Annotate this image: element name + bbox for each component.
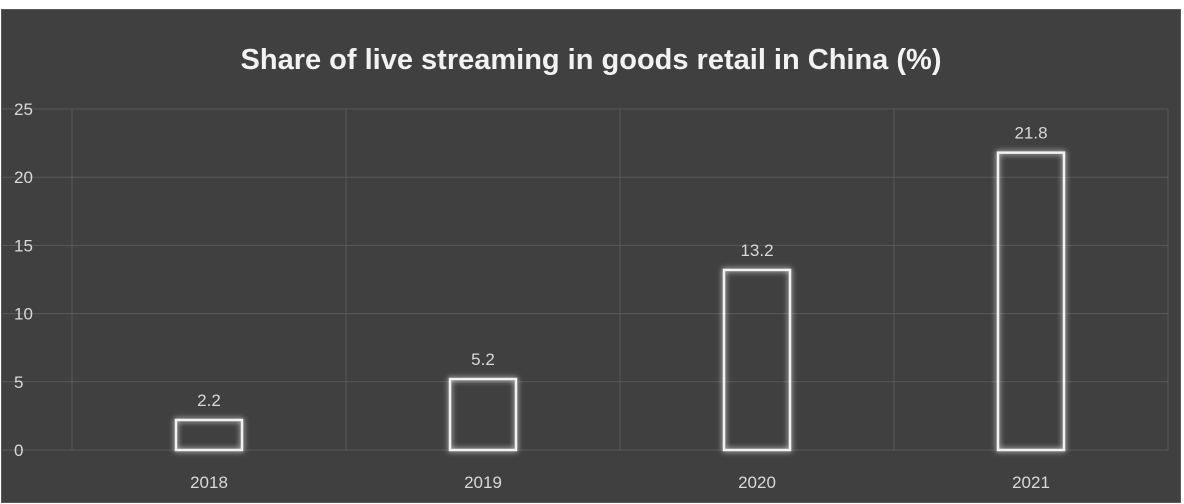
x-axis-ticks: 2018 2019 2020 2021 (190, 473, 1050, 492)
y-axis-ticks: 0 5 10 15 20 25 (14, 100, 33, 460)
x-tick-label-2020: 2020 (738, 473, 776, 492)
y-tick-label: 20 (14, 168, 33, 187)
y-tick-label: 5 (14, 373, 23, 392)
bar-2020 (722, 268, 792, 452)
bar-chart: Share of live streaming in goods retail … (2, 44, 1169, 492)
y-tick-label: 0 (14, 441, 23, 460)
gridlines (2, 108, 1169, 451)
x-tick-label-2018: 2018 (190, 473, 228, 492)
data-label-2021: 21.8 (1014, 124, 1047, 143)
data-labels: 2.2 5.2 13.2 21.8 (197, 124, 1047, 410)
bars (174, 151, 1066, 452)
chart-container: Share of live streaming in goods retail … (1, 9, 1181, 503)
y-tick-label: 15 (14, 236, 33, 255)
chart-title: Share of live streaming in goods retail … (241, 44, 942, 76)
bar-2019 (448, 377, 518, 452)
x-tick-label-2019: 2019 (464, 473, 502, 492)
bar-2021 (996, 151, 1066, 452)
data-label-2019: 5.2 (471, 350, 495, 369)
y-tick-label: 10 (14, 305, 33, 324)
data-label-2020: 13.2 (740, 241, 773, 260)
data-label-2018: 2.2 (197, 391, 221, 410)
y-tick-label: 25 (14, 100, 33, 119)
x-tick-label-2021: 2021 (1012, 473, 1050, 492)
bar-2018 (174, 418, 244, 452)
